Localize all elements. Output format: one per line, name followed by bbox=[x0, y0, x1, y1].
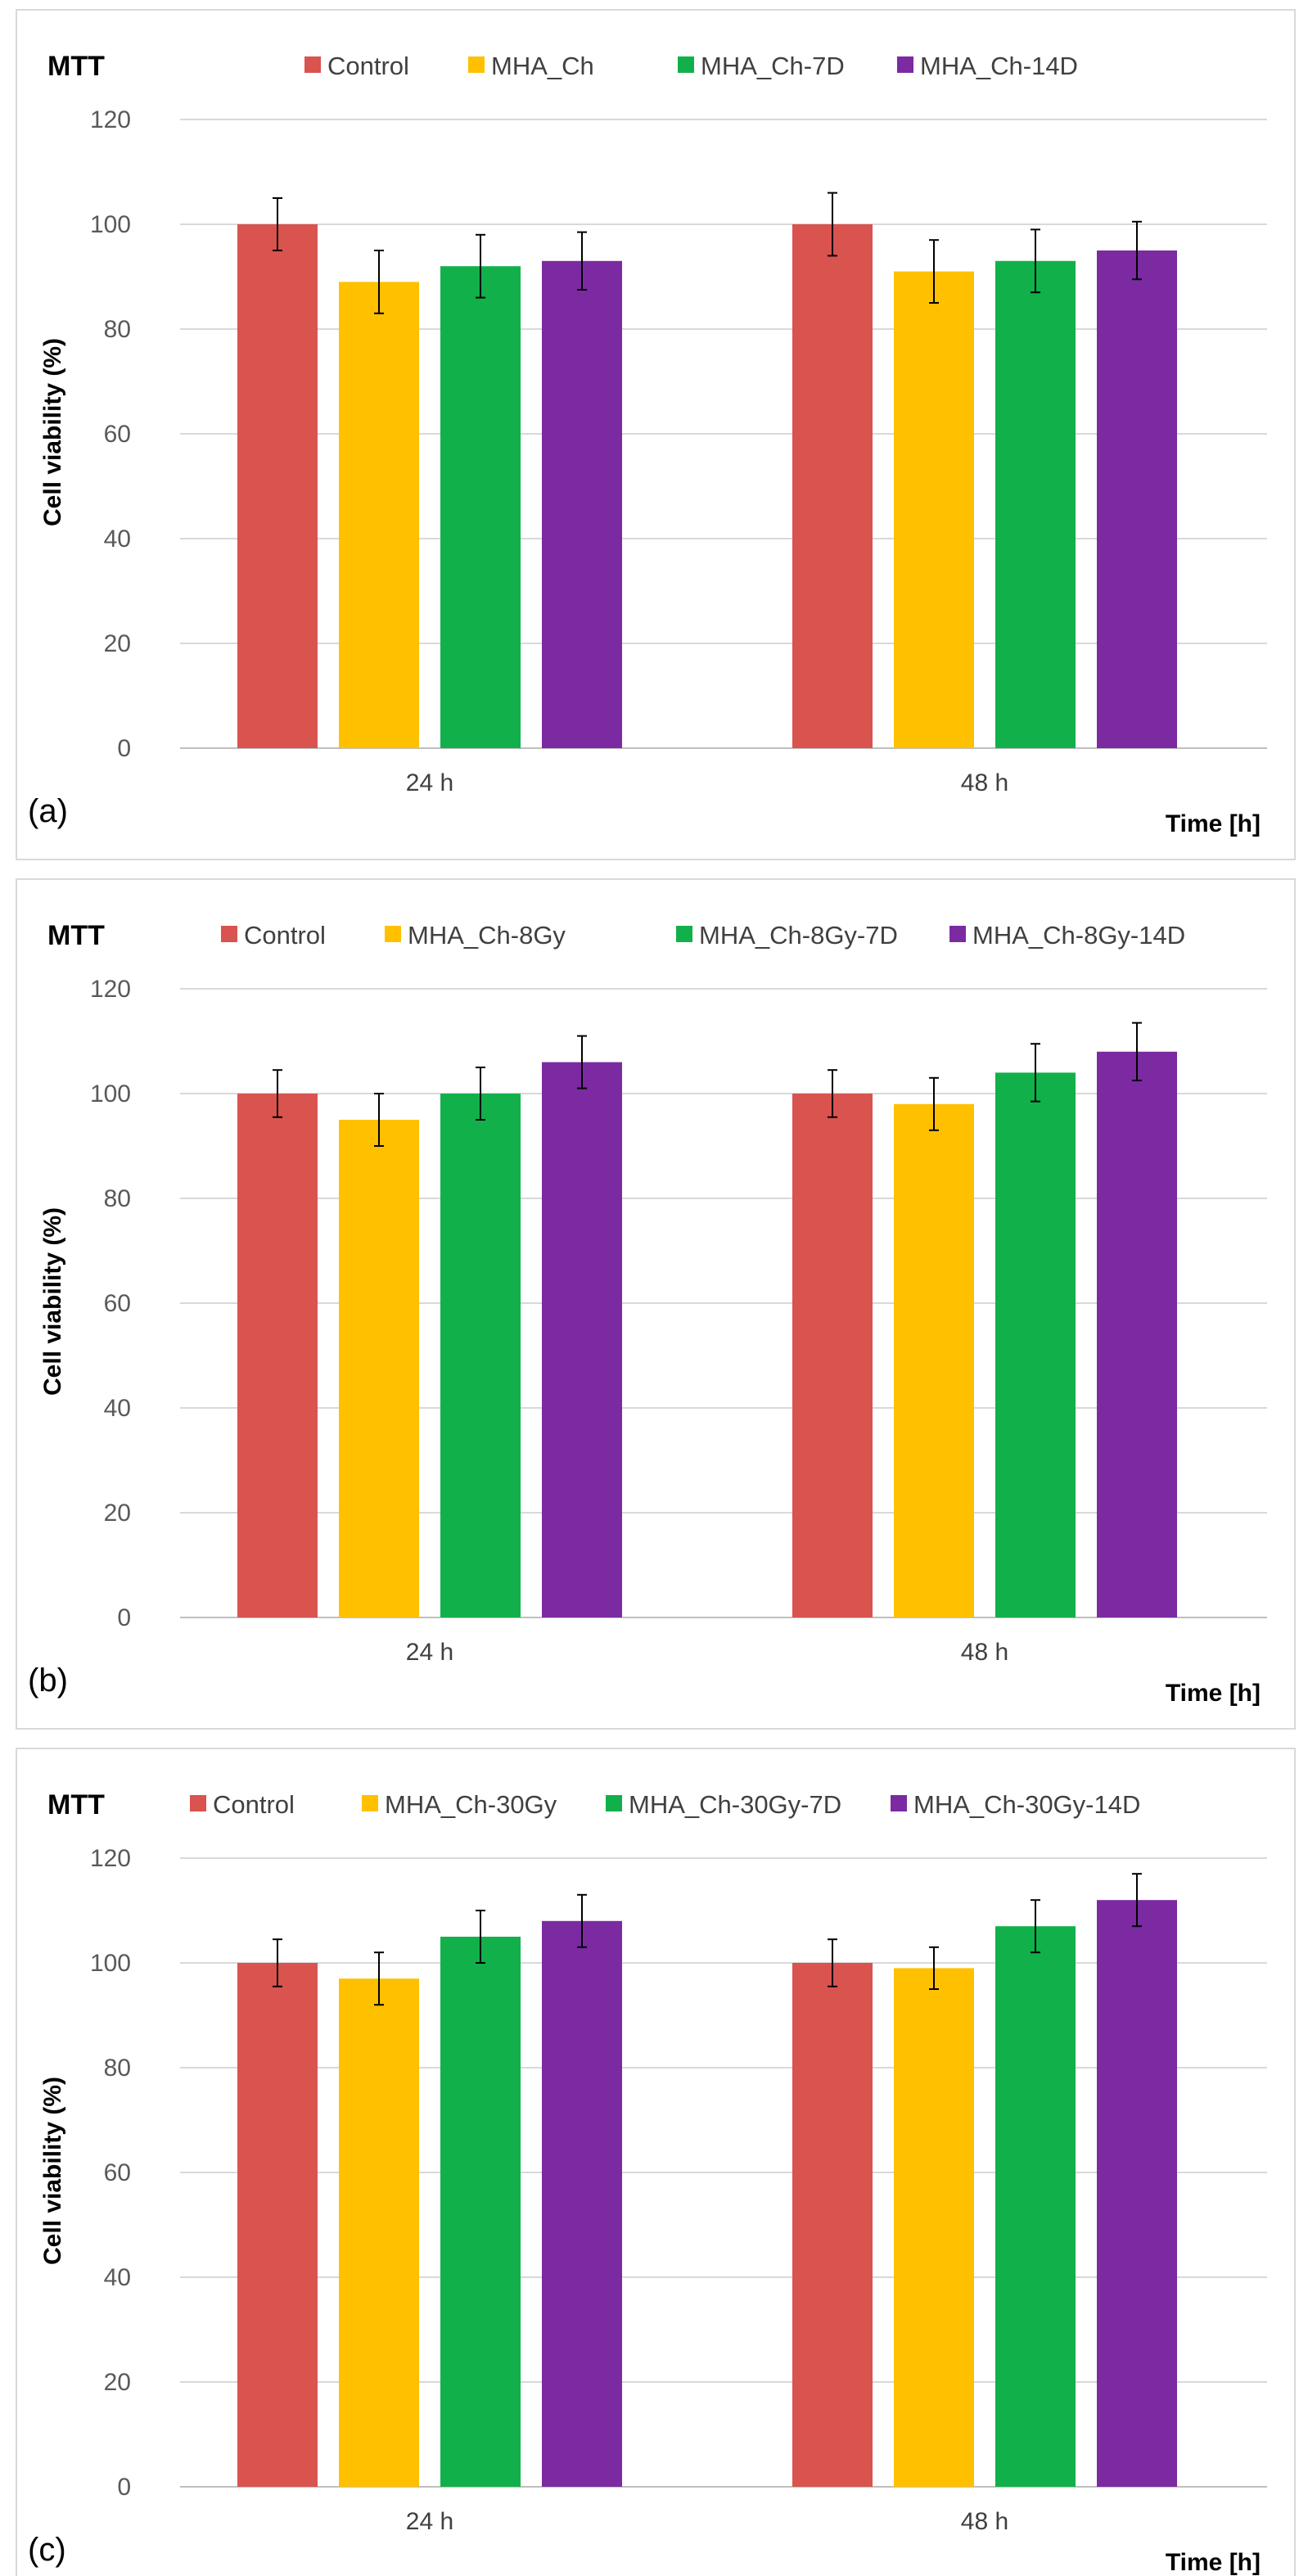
legend-swatch bbox=[891, 1795, 907, 1811]
legend-label: MHA_Ch-30Gy-7D bbox=[629, 1790, 841, 1819]
bar-1-3 bbox=[1097, 1900, 1177, 2487]
y-tick-label: 60 bbox=[104, 421, 131, 448]
y-tick-label: 80 bbox=[104, 1185, 131, 1212]
x-axis-label: Time [h] bbox=[1166, 2549, 1261, 2576]
bar-0-3 bbox=[542, 1920, 622, 2487]
y-tick-label: 20 bbox=[104, 2369, 131, 2396]
bar-1-2 bbox=[995, 1926, 1076, 2487]
bar-1-3 bbox=[1097, 1051, 1177, 1617]
y-tick-label: 120 bbox=[90, 976, 131, 1003]
bar-0-0 bbox=[237, 1094, 318, 1617]
legend-label: MHA_Ch-30Gy bbox=[385, 1790, 557, 1819]
bar-0-2 bbox=[440, 1094, 521, 1617]
y-tick-label: 0 bbox=[117, 1604, 131, 1631]
legend-label: Control bbox=[327, 52, 409, 80]
bar-0-0 bbox=[237, 1963, 318, 2487]
x-category-label: 24 h bbox=[406, 1639, 453, 1666]
chart-panel-c: 0 20 40 60 80 100 120 24 h 48 h MTT Cell viability… bbox=[16, 1748, 1296, 2576]
legend-swatch bbox=[676, 926, 692, 942]
bar-1-0 bbox=[792, 1094, 873, 1617]
bar-0-3 bbox=[542, 260, 622, 748]
chart-panel-a: 0 20 40 60 80 100 120 24 h 48 h MTT Cell viability… bbox=[16, 9, 1296, 860]
legend-swatch bbox=[385, 926, 401, 942]
legend-label: MHA_Ch-7D bbox=[701, 52, 845, 80]
y-tick-label: 40 bbox=[104, 2264, 131, 2291]
x-category-label: 48 h bbox=[961, 769, 1008, 796]
legend-swatch bbox=[897, 56, 913, 73]
y-tick-label: 120 bbox=[90, 1845, 131, 1872]
legend-label: MHA_Ch-8Gy bbox=[408, 921, 566, 950]
panel-label: (c) bbox=[28, 2532, 66, 2568]
x-category-label: 24 h bbox=[406, 2508, 453, 2535]
y-axis-label: Cell viability (%) bbox=[39, 2077, 66, 2265]
x-category-label: 48 h bbox=[961, 1639, 1008, 1666]
y-axis-label: Cell viability (%) bbox=[39, 338, 66, 526]
bar-1-1 bbox=[894, 1103, 974, 1617]
bar-0-1 bbox=[339, 1120, 419, 1617]
bar-0-1 bbox=[339, 282, 419, 748]
y-tick-label: 120 bbox=[90, 106, 131, 133]
legend-label: MHA_Ch-30Gy-14D bbox=[913, 1790, 1140, 1819]
legend-swatch bbox=[304, 56, 321, 73]
bar-1-1 bbox=[894, 1968, 974, 2487]
y-tick-label: 20 bbox=[104, 630, 131, 657]
legend: Control MHA_Ch MHA_Ch-7D MHA_Ch-14D bbox=[304, 52, 1078, 80]
y-tick-label: 0 bbox=[117, 2474, 131, 2501]
legend: Control MHA_Ch-30Gy MHA_Ch-30Gy-7D MHA_Ch-3… bbox=[190, 1790, 1140, 1819]
legend-label: Control bbox=[213, 1790, 295, 1819]
y-tick-label: 0 bbox=[117, 735, 131, 762]
y-tick-label: 100 bbox=[90, 211, 131, 238]
bar-0-1 bbox=[339, 1978, 419, 2487]
y-tick-label: 100 bbox=[90, 1080, 131, 1108]
bar-1-2 bbox=[995, 1072, 1076, 1617]
bar-1-3 bbox=[1097, 250, 1177, 748]
x-axis-label: Time [h] bbox=[1166, 810, 1261, 837]
legend-label: MHA_Ch-8Gy-7D bbox=[699, 921, 898, 950]
bar-1-0 bbox=[792, 1963, 873, 2487]
y-tick-label: 80 bbox=[104, 2055, 131, 2082]
bar-1-0 bbox=[792, 224, 873, 748]
legend-swatch bbox=[362, 1795, 378, 1811]
legend: Control MHA_Ch-8Gy MHA_Ch-8Gy-7D MHA_Ch-8Gy… bbox=[221, 921, 1185, 950]
y-tick-label: 60 bbox=[104, 2159, 131, 2186]
chart-title: MTT bbox=[47, 920, 105, 951]
y-tick-label: 100 bbox=[90, 1950, 131, 1977]
chart-title: MTT bbox=[47, 51, 105, 82]
y-tick-label: 80 bbox=[104, 316, 131, 343]
x-axis-label: Time [h] bbox=[1166, 1680, 1261, 1707]
legend-swatch bbox=[606, 1795, 622, 1811]
legend-swatch bbox=[678, 56, 694, 73]
y-tick-label: 60 bbox=[104, 1290, 131, 1317]
bar-0-3 bbox=[542, 1062, 622, 1617]
legend-label: Control bbox=[244, 921, 326, 950]
legend-label: MHA_Ch-14D bbox=[920, 52, 1078, 80]
x-category-label: 48 h bbox=[961, 2508, 1008, 2535]
bar-1-2 bbox=[995, 260, 1076, 748]
chart-frame bbox=[16, 1748, 1296, 2576]
legend-swatch bbox=[221, 926, 237, 942]
legend-label: MHA_Ch bbox=[491, 52, 594, 80]
panel-label: (a) bbox=[28, 793, 68, 829]
bar-0-0 bbox=[237, 224, 318, 748]
legend-swatch bbox=[190, 1795, 206, 1811]
chart-panel-b: 0 20 40 60 80 100 120 24 h 48 h MTT Cell viability… bbox=[16, 878, 1296, 1730]
y-tick-label: 20 bbox=[104, 1500, 131, 1527]
panel-label: (b) bbox=[28, 1662, 68, 1699]
x-category-label: 24 h bbox=[406, 769, 453, 796]
legend-swatch bbox=[949, 926, 966, 942]
bar-1-1 bbox=[894, 271, 974, 749]
y-axis-label: Cell viability (%) bbox=[39, 1207, 66, 1396]
bar-0-2 bbox=[440, 266, 521, 748]
legend-label: MHA_Ch-8Gy-14D bbox=[972, 921, 1185, 950]
y-tick-label: 40 bbox=[104, 1395, 131, 1422]
chart-title: MTT bbox=[47, 1789, 105, 1820]
y-tick-label: 40 bbox=[104, 526, 131, 553]
legend-swatch bbox=[468, 56, 485, 73]
bar-0-2 bbox=[440, 1937, 521, 2487]
